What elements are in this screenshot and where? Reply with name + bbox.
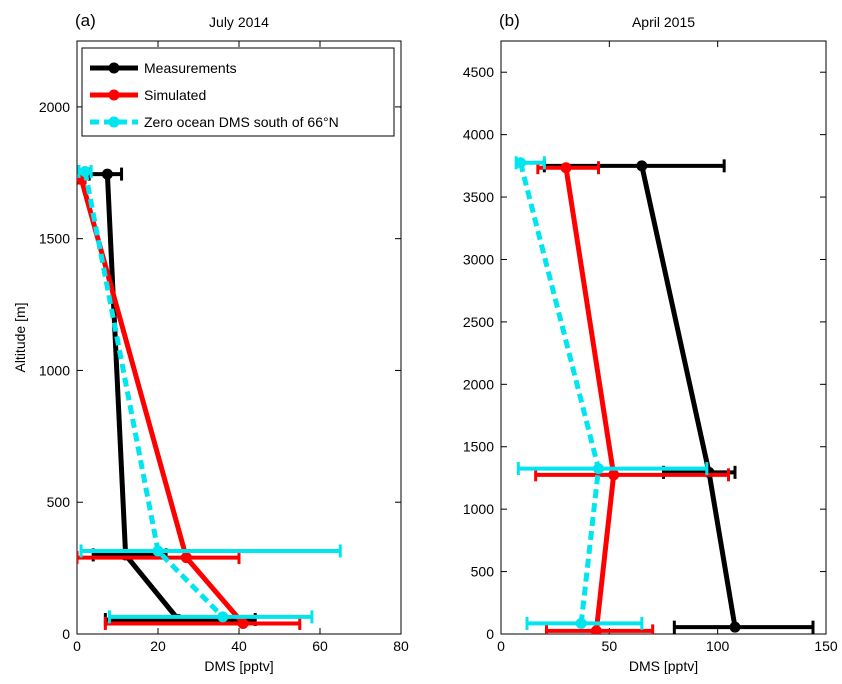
x-axis-label: DMS [pptv] bbox=[204, 658, 273, 674]
data-point bbox=[636, 160, 648, 172]
data-point bbox=[560, 162, 572, 174]
chart-title: April 2015 bbox=[632, 14, 695, 30]
legend-marker bbox=[108, 89, 120, 101]
data-point bbox=[180, 552, 192, 564]
panel-label: (a) bbox=[75, 11, 96, 30]
series-zero-ocean-dms-south-of-66-n bbox=[77, 164, 342, 624]
data-point bbox=[575, 617, 587, 629]
y-tick-label: 4500 bbox=[463, 64, 494, 80]
y-tick-label: 2000 bbox=[39, 99, 70, 115]
x-tick-label: 0 bbox=[497, 638, 505, 654]
data-point bbox=[101, 168, 113, 180]
y-tick-label: 3000 bbox=[463, 251, 494, 267]
y-tick-label: 500 bbox=[47, 494, 71, 510]
y-tick-label: 500 bbox=[471, 564, 495, 580]
x-tick-label: 20 bbox=[150, 638, 166, 654]
legend-label: Measurements bbox=[144, 60, 237, 76]
data-point bbox=[593, 463, 604, 475]
series-zero-ocean-dms-south-of-66-n bbox=[514, 156, 709, 630]
series-simulated bbox=[534, 161, 730, 634]
plot-area bbox=[500, 40, 827, 635]
x-tick-label: 60 bbox=[312, 638, 328, 654]
y-tick-label: 1000 bbox=[39, 362, 70, 378]
y-tick-label: 0 bbox=[62, 626, 70, 642]
x-axis-label: DMS [pptv] bbox=[629, 658, 698, 674]
x-tick-label: 0 bbox=[73, 638, 81, 654]
legend-marker bbox=[108, 116, 120, 128]
x-tick-label: 100 bbox=[706, 638, 730, 654]
data-layer bbox=[514, 156, 815, 634]
y-tick-label: 4000 bbox=[463, 127, 494, 143]
y-tick-label: 0 bbox=[486, 626, 494, 642]
chart-panel-1: 0 20 40 60 80 0 500 1000 1500 2000 July 2014 (a) DMS… bbox=[12, 11, 409, 674]
data-point bbox=[729, 621, 741, 633]
legend: Measurements Simulated Zero ocean DMS sout… bbox=[81, 47, 395, 137]
plot-area bbox=[76, 40, 402, 635]
y-axis-label: Altitude [m] bbox=[12, 302, 28, 372]
y-tick-label: 2500 bbox=[463, 314, 494, 330]
y-tick-label: 1500 bbox=[39, 231, 70, 247]
chart-title: July 2014 bbox=[209, 14, 269, 30]
legend-label: Zero ocean DMS south of 66°N bbox=[144, 114, 339, 130]
data-point bbox=[79, 165, 91, 177]
data-layer bbox=[77, 164, 342, 630]
series-simulated bbox=[77, 171, 302, 630]
y-tick-label: 1500 bbox=[463, 439, 494, 455]
x-tick-label: 80 bbox=[393, 638, 409, 654]
data-point bbox=[237, 617, 249, 629]
data-point bbox=[217, 611, 229, 623]
y-tick-label: 1000 bbox=[463, 501, 494, 517]
legend-marker bbox=[108, 62, 120, 74]
data-point bbox=[590, 625, 602, 634]
panel-label: (b) bbox=[499, 11, 520, 30]
x-tick-label: 150 bbox=[814, 638, 838, 654]
data-point bbox=[515, 157, 526, 169]
y-tick-label: 3500 bbox=[463, 189, 494, 205]
chart-panel-2: 0 50 100 1500500100015002000250030003500400… bbox=[463, 11, 838, 674]
data-point bbox=[608, 469, 620, 481]
x-tick-label: 50 bbox=[602, 638, 618, 654]
y-tick-label: 2000 bbox=[463, 376, 494, 392]
x-tick-label: 40 bbox=[231, 638, 247, 654]
data-point bbox=[152, 545, 164, 557]
legend-label: Simulated bbox=[144, 87, 206, 103]
